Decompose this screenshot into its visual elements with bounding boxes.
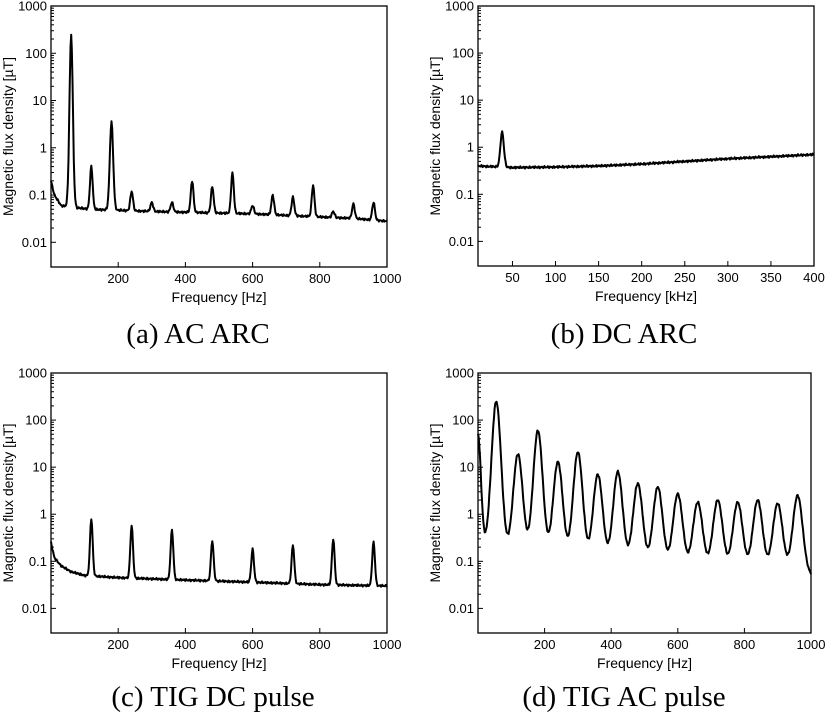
x-tick-label: 600 [242, 637, 264, 652]
plot-frame [477, 372, 812, 634]
x-tick-label: 800 [309, 637, 331, 652]
y-axis-label: Magnetic flux density [µT] [0, 57, 16, 216]
x-tick-label: 1000 [797, 637, 826, 652]
y-tick-label: 1000 [445, 366, 474, 381]
x-tick-label: 400 [175, 271, 197, 286]
y-tick-label: 100 [25, 46, 47, 61]
x-tick-label: 1000 [373, 271, 402, 286]
y-tick-label: 0.01 [22, 601, 47, 616]
x-axis-label: Frequency [kHz] [595, 288, 697, 304]
y-tick-label: 1 [467, 140, 474, 155]
y-axis-label: Magnetic flux density [µT] [427, 56, 443, 215]
spectrum-line [50, 33, 388, 223]
y-tick-label: 100 [452, 46, 474, 61]
x-tick-label: 250 [674, 270, 696, 285]
y-tick-label: 1000 [445, 0, 474, 14]
panel-caption: (b) DC ARC [551, 318, 698, 350]
x-tick-label: 600 [242, 271, 264, 286]
x-tick-label: 400 [175, 637, 197, 652]
x-tick-label: 800 [734, 637, 756, 652]
plot-frame [477, 5, 815, 267]
y-tick-label: 1 [467, 507, 474, 522]
x-tick-label: 100 [545, 270, 567, 285]
x-axis-label: Frequency [Hz] [172, 655, 267, 671]
y-tick-label: 0.01 [449, 234, 474, 249]
y-tick-label: 0.1 [29, 188, 47, 203]
y-tick-label: 1000 [18, 0, 47, 14]
x-tick-label: 200 [107, 637, 129, 652]
x-tick-label: 300 [717, 270, 739, 285]
x-tick-label: 350 [760, 270, 782, 285]
panel-caption: (c) TIG DC pulse [111, 681, 314, 713]
x-tick-label: 150 [588, 270, 610, 285]
y-tick-label: 0.01 [22, 235, 47, 250]
y-tick-label: 10 [460, 460, 474, 475]
y-tick-label: 0.1 [29, 554, 47, 569]
x-tick-label: 600 [667, 637, 689, 652]
y-tick-label: 0.1 [456, 554, 474, 569]
y-tick-label: 10 [33, 93, 47, 108]
x-tick-label: 400 [600, 637, 622, 652]
spectrum-line [477, 400, 812, 575]
spectrum-line [477, 130, 815, 170]
x-tick-label: 800 [309, 271, 331, 286]
y-tick-label: 10 [460, 93, 474, 108]
plot-frame [50, 372, 388, 634]
x-tick-label: 400 [803, 270, 825, 285]
spectrum-line [50, 518, 388, 588]
x-tick-label: 1000 [373, 637, 402, 652]
y-tick-label: 1 [40, 507, 47, 522]
chart-panel-1: 0.01 0.1 1 10 100 1000 200 400 600 800 1000 Frequen… [0, 0, 401, 350]
panel-caption: (a) AC ARC [126, 318, 269, 350]
x-axis-label: Frequency [Hz] [597, 655, 692, 671]
y-tick-label: 0.01 [449, 601, 474, 616]
y-axis-label: Magnetic flux density [µT] [427, 423, 443, 582]
y-axis-label: Magnetic flux density [µT] [0, 423, 16, 582]
y-tick-label: 1000 [18, 366, 47, 381]
y-tick-label: 100 [25, 413, 47, 428]
y-tick-label: 10 [33, 460, 47, 475]
x-axis-label: Frequency [Hz] [172, 289, 267, 305]
chart-panel-4: 0.01 0.1 1 10 100 1000 200 400 600 800 1000 Frequen… [427, 366, 825, 714]
plot-frame [50, 5, 388, 268]
panel-caption: (d) TIG AC pulse [522, 681, 725, 713]
y-tick-label: 0.1 [456, 187, 474, 202]
x-tick-label: 200 [107, 271, 129, 286]
chart-panel-2: 0.01 0.1 1 10 100 1000 50 100 150 200 250 300 350 400… [427, 0, 825, 350]
x-tick-label: 200 [631, 270, 653, 285]
y-tick-label: 100 [452, 413, 474, 428]
x-tick-label: 50 [505, 270, 519, 285]
chart-panel-3: 0.01 0.1 1 10 100 1000 200 400 600 800 1000 Frequen… [0, 366, 401, 714]
x-tick-label: 200 [534, 637, 556, 652]
y-tick-label: 1 [40, 140, 47, 155]
